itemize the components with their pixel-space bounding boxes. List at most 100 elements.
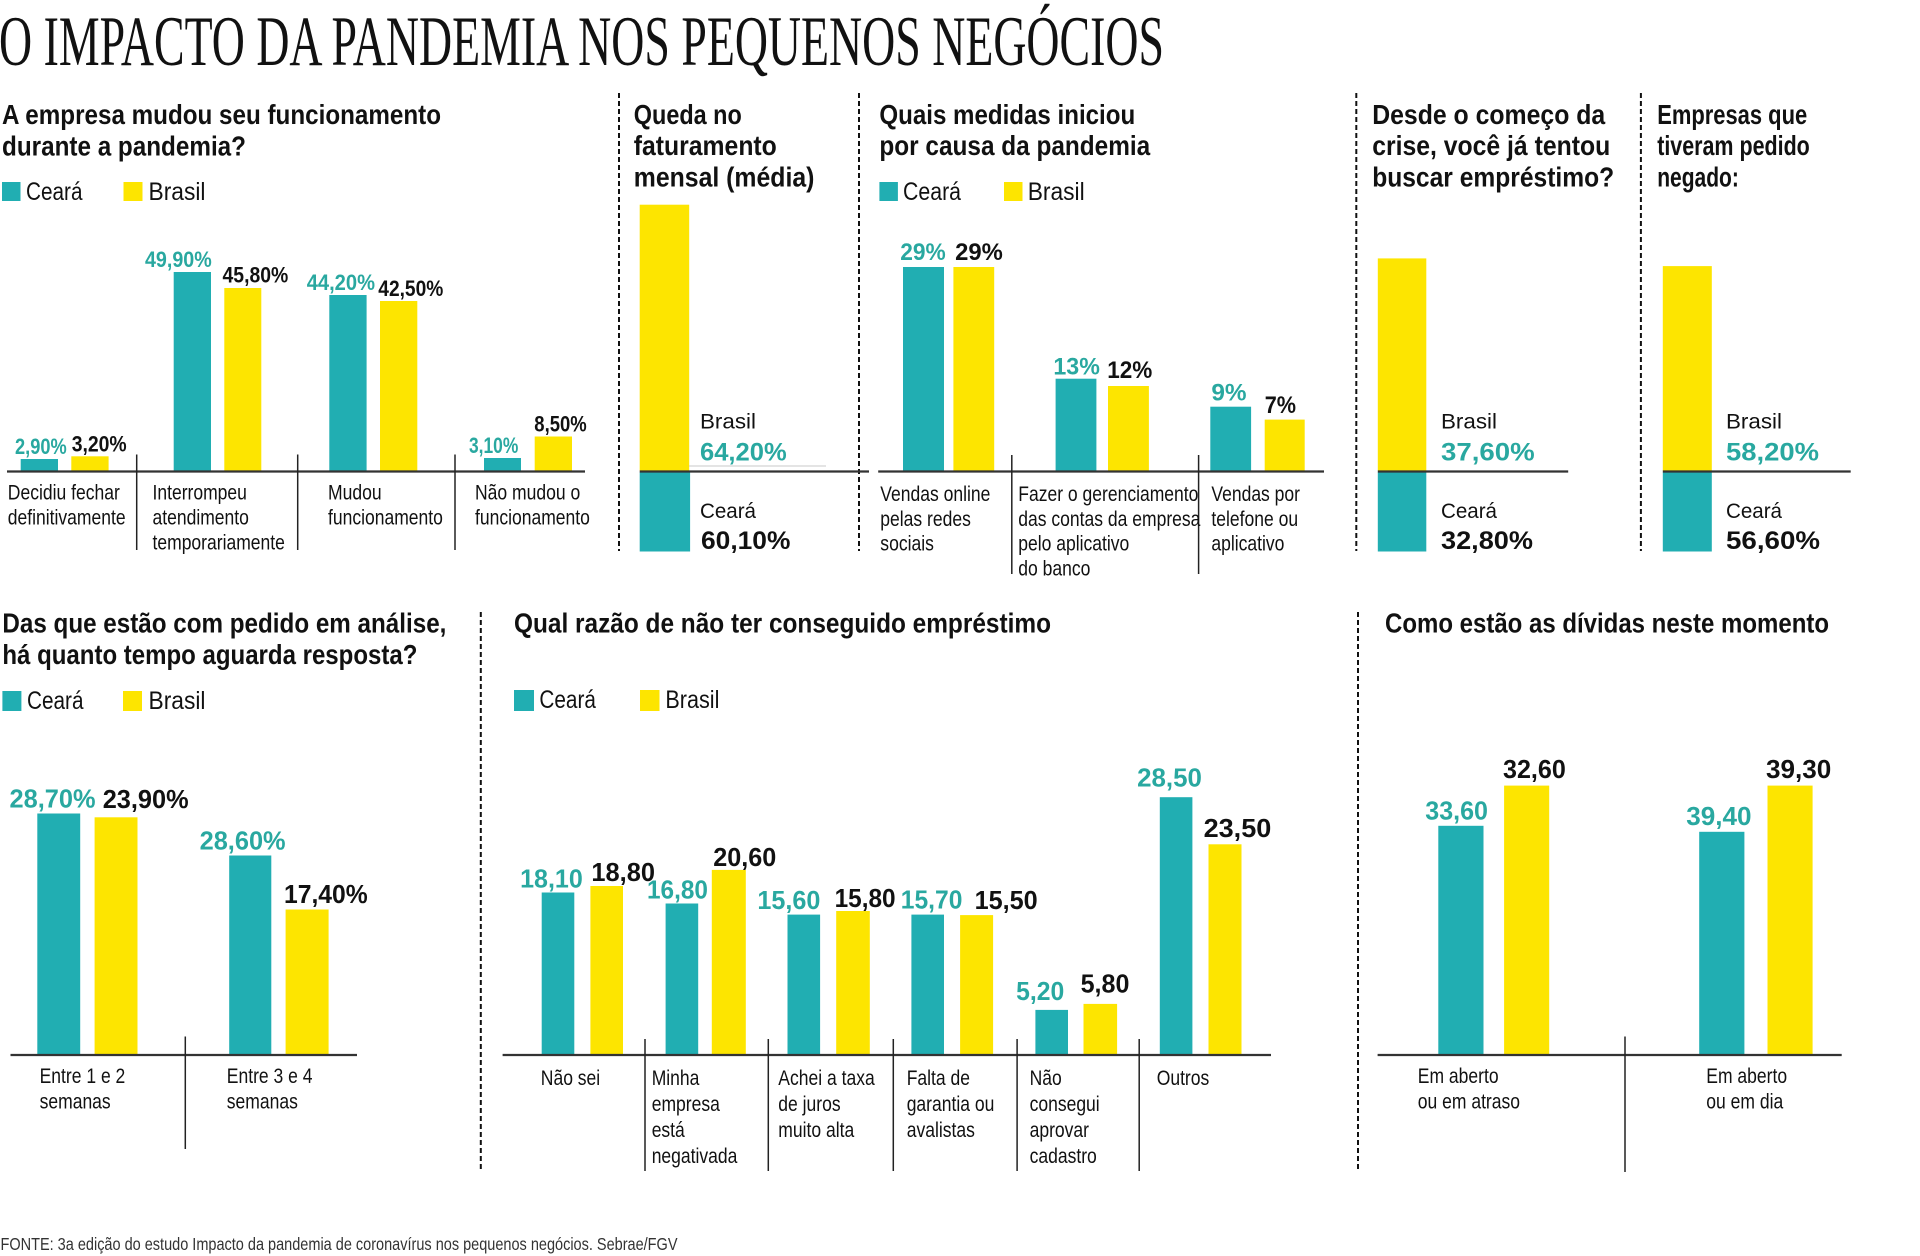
svg-text:do banco: do banco — [1018, 556, 1090, 580]
svg-text:aprovar: aprovar — [1030, 1118, 1089, 1142]
svg-text:18,10: 18,10 — [520, 864, 583, 894]
svg-text:telefone ou: telefone ou — [1211, 507, 1298, 531]
svg-text:39,40: 39,40 — [1686, 801, 1751, 831]
svg-text:semanas: semanas — [227, 1090, 298, 1114]
svg-text:Em aberto: Em aberto — [1706, 1064, 1787, 1088]
svg-text:Falta de: Falta de — [907, 1066, 970, 1090]
svg-text:O IMPACTO DA PANDEMIA NOS PEQU: O IMPACTO DA PANDEMIA NOS PEQUENOS NEGÓC… — [0, 3, 1164, 81]
svg-text:funcionamento: funcionamento — [328, 506, 443, 530]
svg-text:64,20%: 64,20% — [700, 439, 787, 467]
svg-text:crise, você já tentou: crise, você já tentou — [1372, 130, 1610, 161]
svg-text:28,70%: 28,70% — [10, 784, 96, 814]
svg-text:16,80: 16,80 — [647, 874, 708, 904]
svg-text:7%: 7% — [1265, 392, 1296, 419]
svg-text:Brasil: Brasil — [149, 178, 206, 206]
svg-text:muito alta: muito alta — [778, 1118, 854, 1142]
svg-text:Achei a taxa: Achei a taxa — [778, 1066, 874, 1090]
svg-text:Quais medidas iniciou: Quais medidas iniciou — [879, 99, 1135, 130]
svg-text:Mudou: Mudou — [328, 481, 382, 505]
svg-text:Brasil: Brasil — [1028, 178, 1085, 206]
svg-text:mensal (média): mensal (média) — [634, 161, 815, 192]
svg-text:49,90%: 49,90% — [145, 247, 212, 272]
svg-text:definitivamente: definitivamente — [8, 506, 126, 530]
svg-text:negativada: negativada — [652, 1144, 738, 1168]
svg-text:Desde o começo da: Desde o começo da — [1372, 99, 1605, 130]
svg-text:17,40%: 17,40% — [284, 879, 368, 909]
svg-text:Minha: Minha — [652, 1066, 700, 1090]
svg-text:empresa: empresa — [652, 1092, 720, 1116]
svg-text:58,20%: 58,20% — [1726, 439, 1819, 467]
svg-text:60,10%: 60,10% — [701, 527, 790, 555]
svg-text:Ceará: Ceará — [27, 687, 84, 715]
svg-text:Entre 3 e 4: Entre 3 e 4 — [227, 1064, 313, 1088]
svg-text:Decidiu fechar: Decidiu fechar — [8, 481, 120, 505]
svg-text:Como estão as dívidas neste mo: Como estão as dívidas neste momento — [1385, 607, 1829, 638]
svg-text:há quanto tempo aguarda respos: há quanto tempo aguarda resposta? — [2, 639, 417, 670]
svg-text:29%: 29% — [955, 239, 1003, 266]
svg-text:Entre 1 e 2: Entre 1 e 2 — [40, 1064, 126, 1088]
svg-text:23,50: 23,50 — [1204, 813, 1272, 843]
svg-text:32,60: 32,60 — [1503, 754, 1566, 784]
svg-text:aplicativo: aplicativo — [1211, 532, 1284, 556]
svg-text:15,50: 15,50 — [975, 885, 1038, 915]
svg-text:Não sei: Não sei — [541, 1066, 600, 1090]
svg-text:5,20: 5,20 — [1016, 976, 1064, 1006]
svg-text:13%: 13% — [1053, 353, 1100, 380]
svg-text:faturamento: faturamento — [634, 130, 777, 161]
svg-text:sociais: sociais — [880, 532, 934, 556]
svg-text:Fazer o gerenciamento: Fazer o gerenciamento — [1018, 482, 1198, 506]
svg-text:Brasil: Brasil — [149, 687, 206, 715]
svg-text:temporariamente: temporariamente — [153, 531, 285, 555]
svg-text:pelo aplicativo: pelo aplicativo — [1018, 532, 1129, 556]
svg-text:15,80: 15,80 — [835, 883, 896, 913]
svg-text:Ceará: Ceará — [26, 178, 83, 206]
svg-text:está: está — [652, 1118, 685, 1142]
svg-text:pelas redes: pelas redes — [880, 507, 971, 531]
svg-text:44,20%: 44,20% — [307, 270, 375, 295]
svg-text:Ceará: Ceará — [903, 178, 961, 206]
svg-text:Ceará: Ceará — [700, 500, 756, 523]
svg-text:FONTE: 3a edição do estudo Imp: FONTE: 3a edição do estudo Impacto da pa… — [1, 1234, 678, 1254]
svg-text:de juros: de juros — [778, 1092, 840, 1116]
svg-text:buscar empréstimo?: buscar empréstimo? — [1372, 161, 1614, 192]
svg-text:das contas da empresa: das contas da empresa — [1018, 507, 1200, 531]
svg-text:28,60%: 28,60% — [200, 825, 286, 855]
svg-text:Não: Não — [1030, 1066, 1062, 1090]
svg-text:ou em dia: ou em dia — [1706, 1090, 1783, 1114]
svg-text:28,50: 28,50 — [1137, 762, 1202, 792]
svg-text:29%: 29% — [900, 239, 946, 266]
svg-text:negado:: negado: — [1657, 161, 1739, 192]
svg-text:durante a pandemia?: durante a pandemia? — [2, 130, 246, 161]
svg-text:Empresas que: Empresas que — [1657, 99, 1807, 130]
svg-text:15,70: 15,70 — [901, 885, 963, 915]
svg-text:9%: 9% — [1211, 379, 1246, 406]
svg-text:Queda no: Queda no — [634, 99, 742, 130]
svg-text:semanas: semanas — [40, 1090, 111, 1114]
svg-text:Vendas por: Vendas por — [1211, 482, 1300, 506]
svg-text:2,90%: 2,90% — [15, 434, 67, 459]
svg-text:ou em atraso: ou em atraso — [1418, 1090, 1520, 1114]
svg-text:37,60%: 37,60% — [1441, 439, 1535, 467]
svg-text:33,60: 33,60 — [1425, 795, 1488, 825]
svg-text:8,50%: 8,50% — [534, 412, 586, 437]
svg-text:39,30: 39,30 — [1766, 754, 1831, 784]
svg-text:A empresa mudou seu funcioname: A empresa mudou seu funcionamento — [2, 99, 441, 130]
svg-text:funcionamento: funcionamento — [475, 506, 590, 530]
svg-text:56,60%: 56,60% — [1726, 527, 1820, 555]
svg-text:Ceará: Ceará — [539, 686, 596, 714]
svg-text:tiveram pedido: tiveram pedido — [1657, 130, 1810, 161]
svg-text:23,90%: 23,90% — [103, 784, 189, 814]
svg-text:Ceará: Ceará — [1441, 500, 1497, 523]
svg-text:3,20%: 3,20% — [72, 431, 127, 456]
svg-text:Brasil: Brasil — [1726, 411, 1782, 434]
svg-text:3,10%: 3,10% — [469, 433, 518, 458]
svg-text:por causa da pandemia: por causa da pandemia — [879, 130, 1150, 161]
svg-text:Vendas online: Vendas online — [880, 482, 990, 506]
svg-text:5,80: 5,80 — [1081, 969, 1130, 999]
svg-text:Em aberto: Em aberto — [1418, 1064, 1499, 1088]
svg-text:Brasil: Brasil — [700, 411, 756, 434]
svg-text:20,60: 20,60 — [713, 842, 776, 872]
svg-text:Não mudou o: Não mudou o — [475, 481, 580, 505]
svg-text:12%: 12% — [1107, 357, 1152, 384]
svg-text:15,60: 15,60 — [757, 885, 820, 915]
